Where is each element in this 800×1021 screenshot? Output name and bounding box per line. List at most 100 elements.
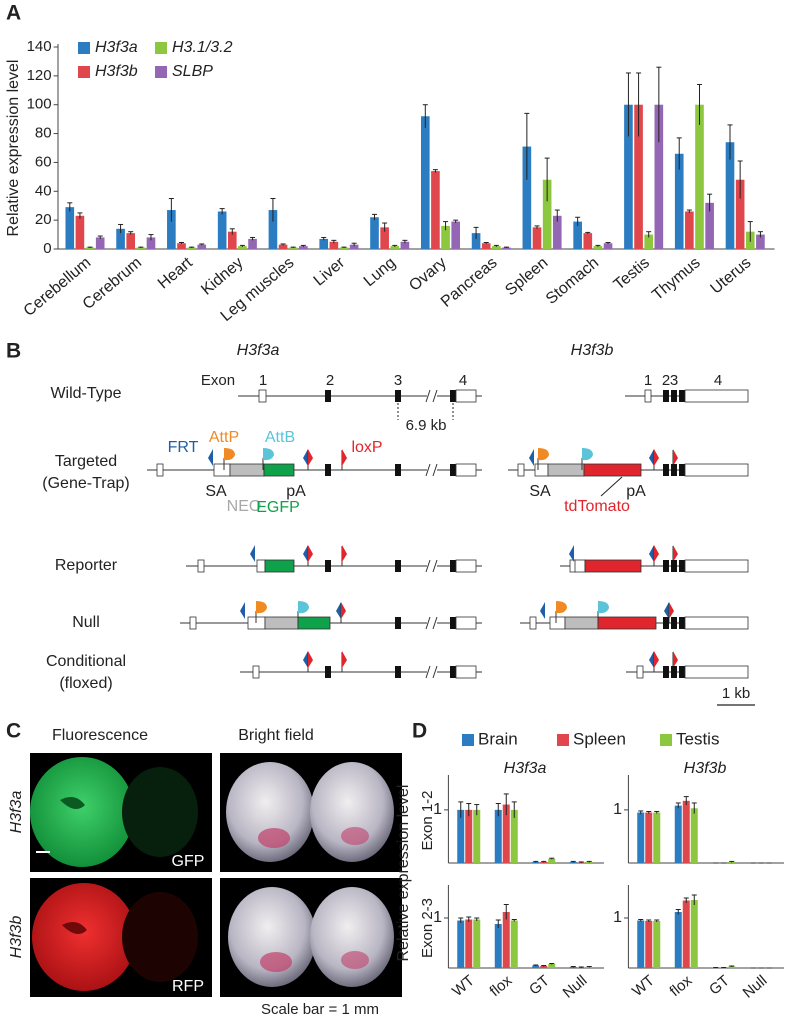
loxp-site — [308, 545, 313, 562]
x-tick-label: GT — [526, 972, 553, 998]
y-tick-label: 1 — [613, 909, 622, 926]
y-tick-label: 100 — [27, 96, 52, 113]
y-tick-label: 60 — [35, 153, 52, 170]
x-tick-label: Pancreas — [438, 254, 501, 310]
cassette — [264, 559, 295, 573]
bar — [227, 231, 237, 249]
bar — [441, 225, 450, 249]
loxp-site — [341, 602, 346, 619]
loxp-site — [673, 449, 678, 466]
x-tick-label: WT — [449, 972, 478, 1000]
bar — [136, 247, 146, 249]
exon — [679, 464, 685, 476]
attp-site — [224, 448, 235, 461]
exon — [663, 390, 669, 402]
cassette — [264, 616, 299, 630]
cassette — [529, 616, 537, 630]
frt-site — [649, 545, 654, 562]
bar — [349, 244, 359, 249]
loxp-site — [654, 449, 659, 466]
row-label: Targeted — [55, 453, 117, 470]
sa-label: SA — [205, 483, 227, 500]
loxp-site — [342, 651, 347, 668]
y-tick-label: 140 — [27, 38, 52, 55]
cassette — [549, 616, 566, 630]
bar — [705, 202, 714, 249]
bar — [116, 228, 125, 249]
break — [427, 670, 437, 674]
y-tick-label: 120 — [27, 67, 52, 84]
cassette — [583, 463, 642, 477]
cassette — [574, 559, 586, 573]
bar — [583, 233, 593, 249]
bar — [674, 912, 682, 968]
x-tick-label: flox — [487, 972, 516, 1000]
legend-swatch — [155, 66, 167, 78]
exon — [663, 666, 669, 678]
cassette — [258, 389, 267, 403]
bar — [177, 243, 186, 249]
loxp-site — [308, 449, 313, 466]
exon — [395, 617, 401, 629]
frt-site — [208, 449, 213, 466]
panel-label: B — [6, 340, 21, 363]
x-tick-label: Cerebellum — [21, 254, 95, 320]
bar — [299, 246, 308, 249]
legend-label: SLBP — [172, 63, 213, 80]
break — [432, 559, 438, 573]
exon — [663, 560, 669, 572]
frt-site — [303, 651, 308, 668]
scale-note: Scale bar = 1 mm — [261, 1001, 379, 1018]
cassette — [213, 463, 231, 477]
sa-label: SA — [529, 483, 551, 500]
exon — [450, 666, 456, 678]
exon — [679, 617, 685, 629]
bar — [457, 920, 465, 968]
cassette — [597, 616, 657, 630]
attb-label: AttB — [265, 429, 295, 446]
cassette — [644, 389, 652, 403]
break — [432, 616, 438, 630]
loxp-label: loxP — [351, 439, 382, 456]
exon — [663, 464, 669, 476]
break — [427, 564, 437, 568]
pointer — [600, 476, 623, 497]
bar — [522, 146, 532, 249]
x-tick-label: Null — [560, 972, 591, 1002]
bar — [473, 809, 481, 863]
bar — [695, 104, 704, 249]
row-label: Exon 2-3 — [419, 898, 436, 958]
bar — [481, 243, 491, 249]
cassette — [455, 559, 477, 573]
x-tick-label: Lung — [361, 254, 399, 290]
cassette — [517, 463, 525, 477]
bar — [248, 238, 257, 249]
exon — [325, 666, 331, 678]
bar — [494, 924, 502, 968]
panel-label: D — [412, 720, 427, 743]
bar — [637, 812, 645, 863]
pa-label: pA — [286, 483, 306, 500]
bar — [494, 809, 502, 863]
cassette — [297, 616, 331, 630]
exon-number: 3 — [670, 372, 678, 389]
attb-site — [263, 448, 274, 461]
x-tick-label: flox — [667, 972, 696, 1000]
y-tick-label: 40 — [35, 182, 52, 199]
bar — [510, 920, 518, 968]
cassette — [684, 665, 749, 679]
bar — [502, 804, 510, 863]
exon — [450, 390, 456, 402]
bar — [465, 809, 473, 863]
x-tick-label: Ovary — [406, 254, 450, 294]
exon — [395, 390, 401, 402]
bar — [645, 812, 653, 863]
bar — [510, 809, 518, 863]
y-tick-label: 20 — [35, 211, 52, 228]
break — [432, 665, 438, 679]
frt-site — [649, 449, 654, 466]
frt-site — [540, 602, 545, 619]
bar — [465, 919, 473, 968]
exon — [325, 390, 331, 402]
